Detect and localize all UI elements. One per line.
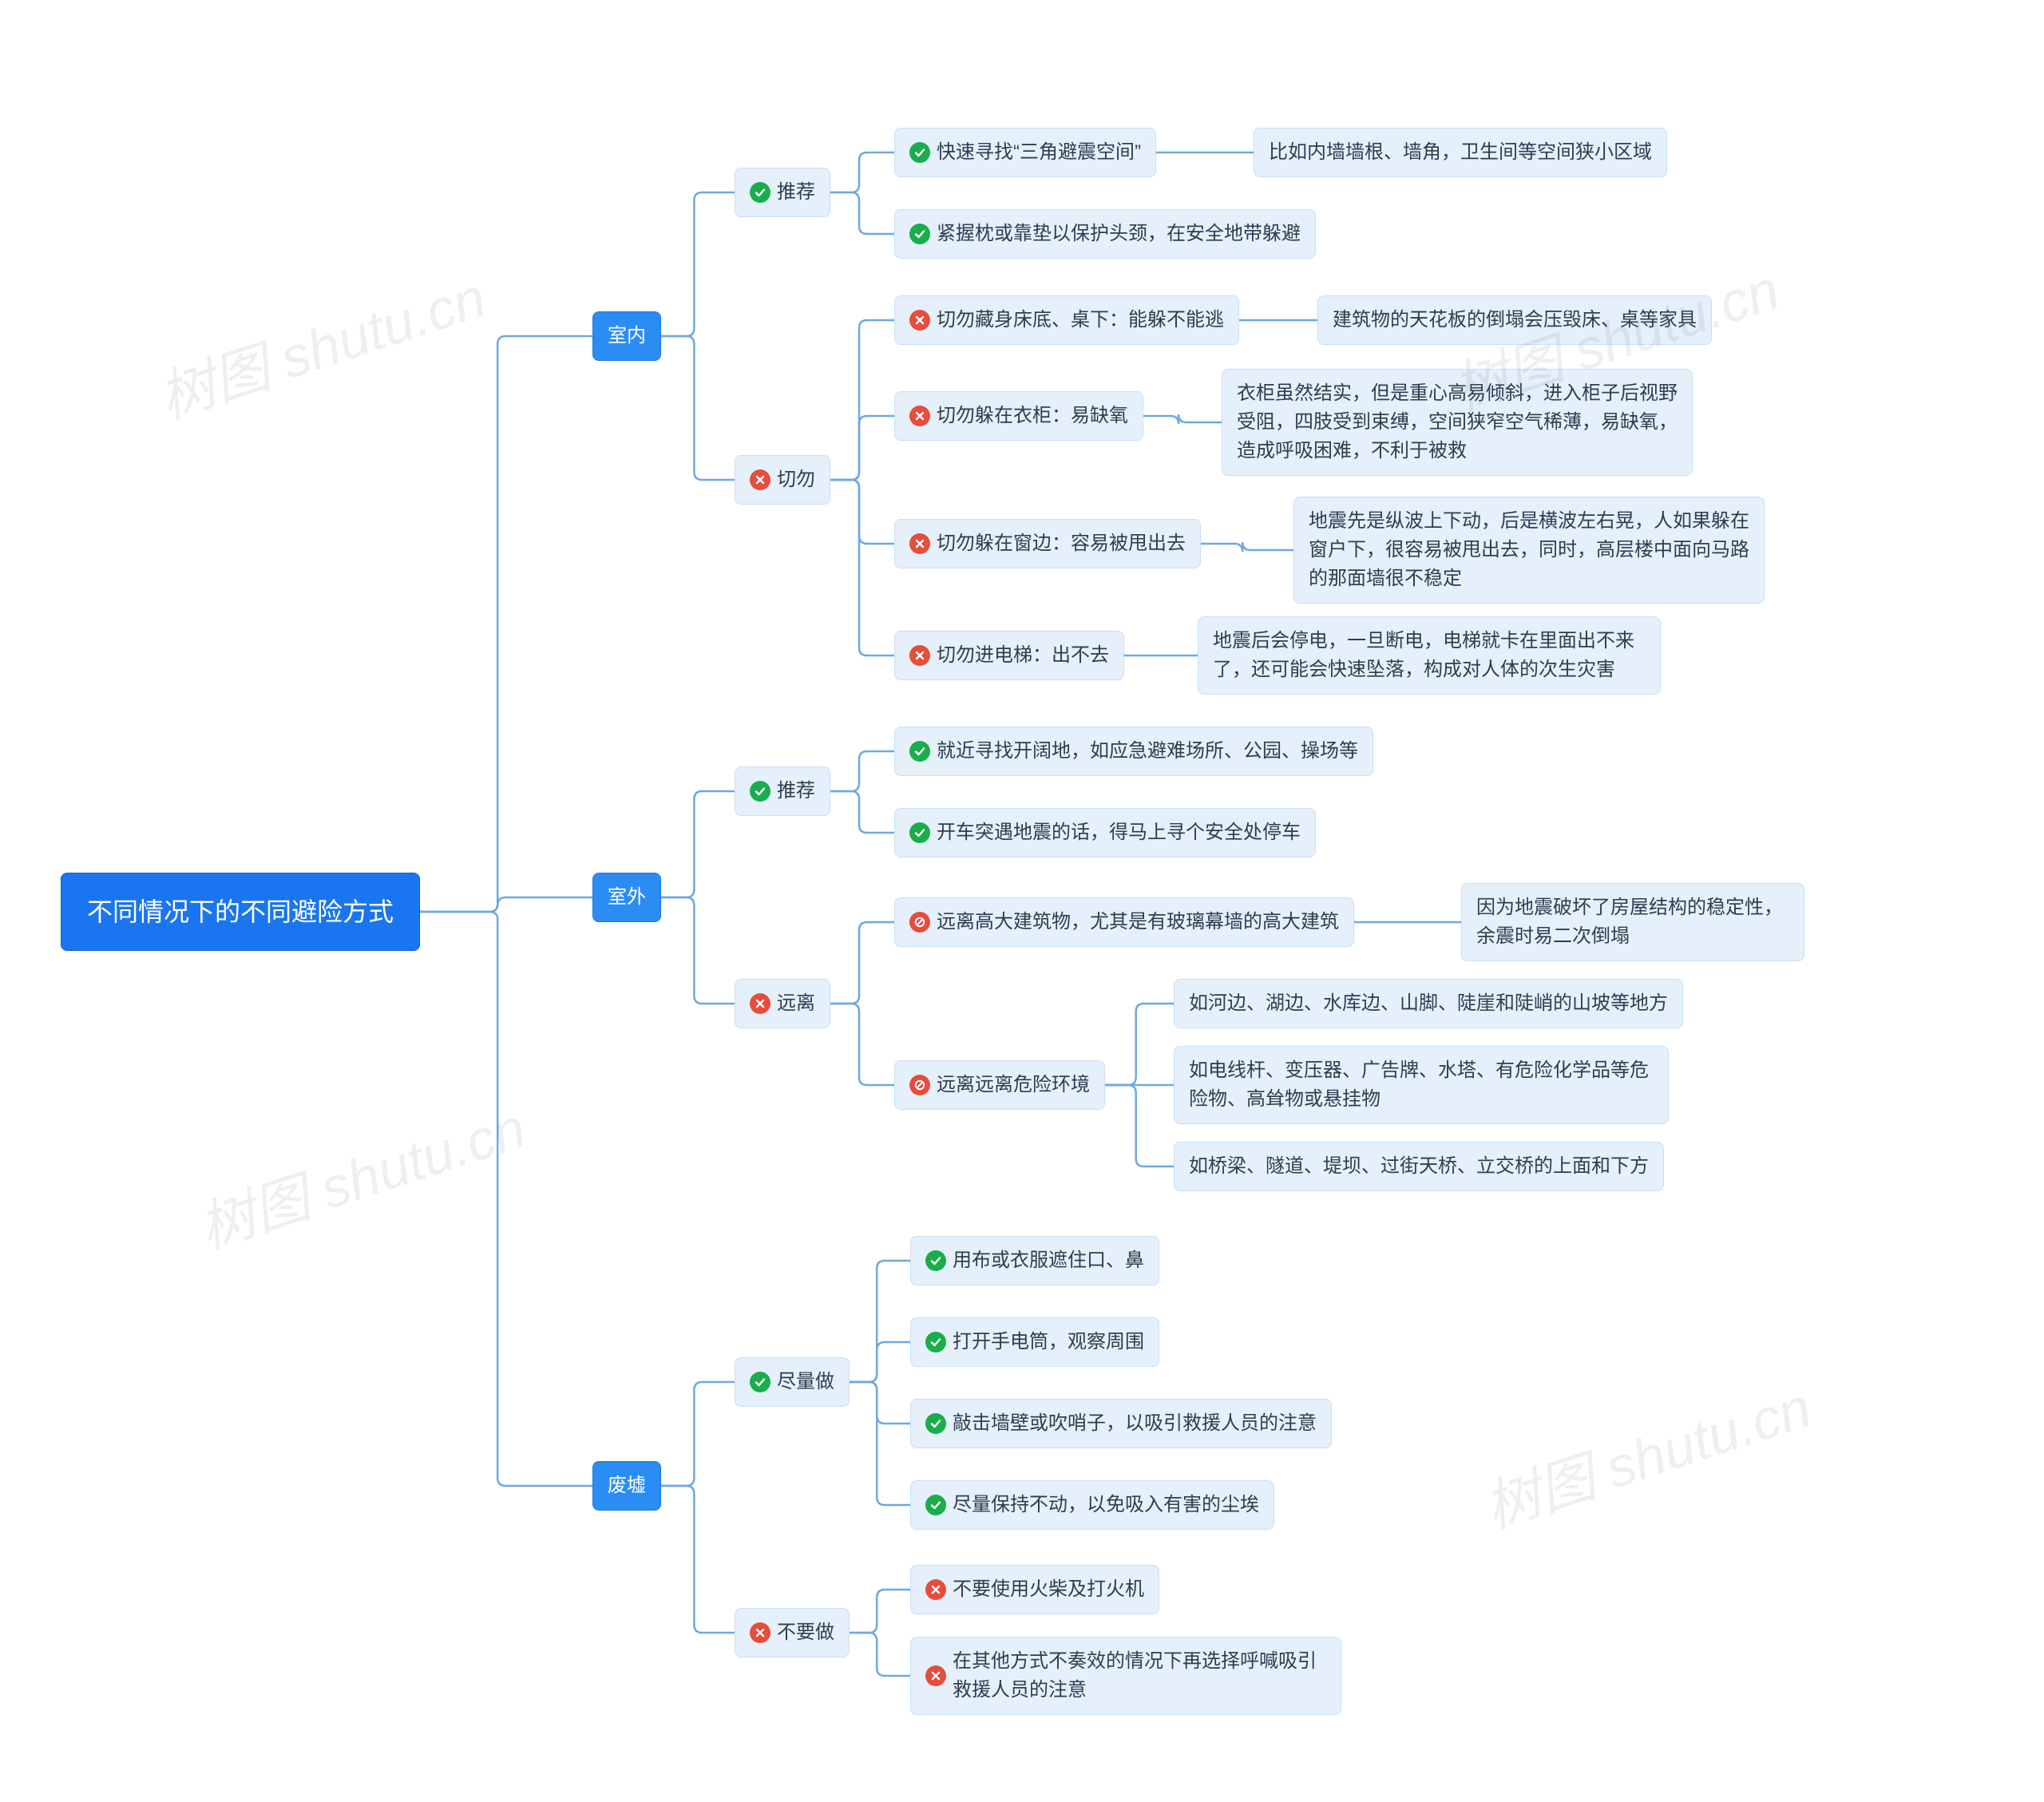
check-icon — [909, 142, 930, 163]
node-text: 切勿藏身床底、桌下：能躲不能逃 — [937, 306, 1224, 335]
node-text: 室外 — [608, 883, 646, 912]
node-text: 用布或衣服遮住口、鼻 — [953, 1246, 1144, 1275]
ban-icon — [909, 912, 930, 933]
node-oa2b: 如电线杆、变压器、广告牌、水塔、有危险化学品等危险物、高耸物或悬挂物 — [1174, 1046, 1669, 1124]
node-text: 如桥梁、隧道、堤坝、过街天桥、立交桥的上面和下方 — [1189, 1152, 1649, 1181]
node-text: 建筑物的天花板的倒塌会压毁床、桌等家具 — [1333, 306, 1697, 335]
check-icon — [750, 1372, 770, 1392]
node-text: 不要使用火柴及打火机 — [953, 1575, 1144, 1604]
cross-icon — [909, 645, 930, 666]
node-text: 衣柜虽然结实，但是重心高易倾斜，进入柜子后视野受阻，四肢受到束缚，空间狭窄空气稀… — [1237, 379, 1678, 465]
node-ir1a: 比如内墙墙根、墙角，卫生间等空间狭小区域 — [1254, 128, 1667, 177]
cross-icon — [925, 1579, 946, 1600]
node-text: 如河边、湖边、水库边、山脚、陡崖和陡峭的山坡等地方 — [1189, 989, 1668, 1018]
check-icon — [750, 182, 770, 203]
node-iw1a: 建筑物的天花板的倒塌会压毁床、桌等家具 — [1317, 295, 1712, 345]
node-text: 在其他方式不奏效的情况下再选择呼喊吸引救援人员的注意 — [953, 1647, 1326, 1705]
node-text: 尽量做 — [777, 1368, 834, 1396]
node-text: 打开手电筒，观察周围 — [953, 1328, 1144, 1356]
node-indoor-rec: 推荐 — [735, 168, 830, 217]
node-text: 敲击墙壁或吹哨子，以吸引救援人员的注意 — [953, 1409, 1317, 1438]
node-oa2a: 如河边、湖边、水库边、山脚、陡崖和陡峭的山坡等地方 — [1174, 979, 1683, 1028]
node-rd1: 用布或衣服遮住口、鼻 — [910, 1236, 1159, 1285]
cross-icon — [750, 993, 770, 1014]
node-text: 切勿躲在衣柜：易缺氧 — [937, 402, 1128, 430]
node-text: 废墟 — [608, 1471, 646, 1500]
node-oa2: 远离远离危险环境 — [894, 1060, 1105, 1110]
cross-icon — [750, 1622, 770, 1643]
ban-icon — [909, 1075, 930, 1095]
node-text: 室内 — [608, 322, 646, 350]
node-text: 紧握枕或靠垫以保护头颈，在安全地带躲避 — [937, 220, 1301, 248]
check-icon — [925, 1413, 946, 1434]
node-oa2c: 如桥梁、隧道、堤坝、过街天桥、立交桥的上面和下方 — [1174, 1142, 1664, 1191]
node-text: 如电线杆、变压器、广告牌、水塔、有危险化学品等危险物、高耸物或悬挂物 — [1189, 1056, 1654, 1114]
check-icon — [925, 1495, 946, 1515]
check-icon — [909, 224, 930, 244]
node-rd2: 打开手电筒，观察周围 — [910, 1317, 1159, 1367]
node-iw2: 切勿躲在衣柜：易缺氧 — [894, 391, 1143, 441]
node-text: 就近寻找开阔地，如应急避难场所、公园、操场等 — [937, 737, 1358, 766]
watermark: 树图 shutu.cn — [188, 1083, 535, 1265]
cross-icon — [909, 533, 930, 554]
node-rd3: 敲击墙壁或吹哨子，以吸引救援人员的注意 — [910, 1399, 1332, 1448]
node-text: 切勿进电梯：出不去 — [937, 641, 1109, 670]
cross-icon — [750, 469, 770, 490]
check-icon — [750, 781, 770, 802]
node-iw3: 切勿躲在窗边：容易被甩出去 — [894, 519, 1201, 568]
node-rd4: 尽量保持不动，以免吸入有害的尘埃 — [910, 1480, 1274, 1530]
node-text: 远离 — [777, 989, 815, 1018]
root-node: 不同情况下的不同避险方式 — [61, 873, 420, 951]
node-oa1a: 因为地震破坏了房屋结构的稳定性，余震时易二次倒塌 — [1461, 883, 1804, 961]
node-outdoor-away: 远离 — [735, 979, 830, 1028]
node-text: 推荐 — [777, 178, 815, 207]
node-oa1: 远离高大建筑物，尤其是有玻璃幕墙的高大建筑 — [894, 897, 1354, 947]
node-text: 远离高大建筑物，尤其是有玻璃幕墙的高大建筑 — [937, 908, 1339, 937]
watermark: 树图 shutu.cn — [148, 253, 495, 434]
node-ir2: 紧握枕或靠垫以保护头颈，在安全地带躲避 — [894, 209, 1316, 259]
node-text: 比如内墙墙根、墙角，卫生间等空间狭小区域 — [1269, 138, 1652, 167]
node-iw1: 切勿藏身床底、桌下：能躲不能逃 — [894, 295, 1239, 345]
cross-icon — [925, 1665, 946, 1686]
cross-icon — [909, 406, 930, 426]
node-text: 不同情况下的不同避险方式 — [87, 893, 394, 931]
node-or1: 就近寻找开阔地，如应急避难场所、公园、操场等 — [894, 727, 1373, 776]
branch-ruins: 废墟 — [592, 1461, 661, 1511]
branch-indoor: 室内 — [592, 311, 661, 361]
node-text: 因为地震破坏了房屋结构的稳定性，余震时易二次倒塌 — [1476, 893, 1789, 951]
check-icon — [909, 822, 930, 843]
node-ruins-dont: 不要做 — [735, 1608, 850, 1657]
node-text: 地震先是纵波上下动，后是横波左右晃，人如果躲在窗户下，很容易被甩出去，同时，高层… — [1309, 507, 1749, 593]
node-indoor-warn: 切勿 — [735, 455, 830, 505]
node-outdoor-rec: 推荐 — [735, 766, 830, 816]
check-icon — [925, 1250, 946, 1271]
node-text: 切勿 — [777, 465, 815, 494]
node-text: 尽量保持不动，以免吸入有害的尘埃 — [953, 1491, 1259, 1519]
node-ruins-do: 尽量做 — [735, 1357, 850, 1407]
cross-icon — [909, 310, 930, 331]
node-text: 快速寻找“三角避震空间” — [937, 138, 1141, 167]
node-text: 切勿躲在窗边：容易被甩出去 — [937, 529, 1186, 558]
node-rn1: 不要使用火柴及打火机 — [910, 1565, 1159, 1614]
node-iw2a: 衣柜虽然结实，但是重心高易倾斜，进入柜子后视野受阻，四肢受到束缚，空间狭窄空气稀… — [1222, 369, 1693, 476]
node-iw4a: 地震后会停电，一旦断电，电梯就卡在里面出不来了，还可能会快速坠落，构成对人体的次… — [1198, 616, 1661, 695]
node-iw4: 切勿进电梯：出不去 — [894, 631, 1124, 680]
branch-outdoor: 室外 — [592, 873, 661, 922]
node-ir1: 快速寻找“三角避震空间” — [894, 128, 1156, 177]
node-text: 推荐 — [777, 777, 815, 806]
node-or2: 开车突遇地震的话，得马上寻个安全处停车 — [894, 808, 1316, 857]
node-rn2: 在其他方式不奏效的情况下再选择呼喊吸引救援人员的注意 — [910, 1637, 1341, 1715]
node-text: 不要做 — [777, 1618, 834, 1647]
node-text: 地震后会停电，一旦断电，电梯就卡在里面出不来了，还可能会快速坠落，构成对人体的次… — [1213, 627, 1646, 684]
node-text: 远离远离危险环境 — [937, 1071, 1090, 1099]
node-text: 开车突遇地震的话，得马上寻个安全处停车 — [937, 818, 1301, 847]
watermark: 树图 shutu.cn — [1473, 1363, 1820, 1544]
node-iw3a: 地震先是纵波上下动，后是横波左右晃，人如果躲在窗户下，很容易被甩出去，同时，高层… — [1293, 497, 1765, 604]
check-icon — [909, 741, 930, 762]
check-icon — [925, 1332, 946, 1352]
